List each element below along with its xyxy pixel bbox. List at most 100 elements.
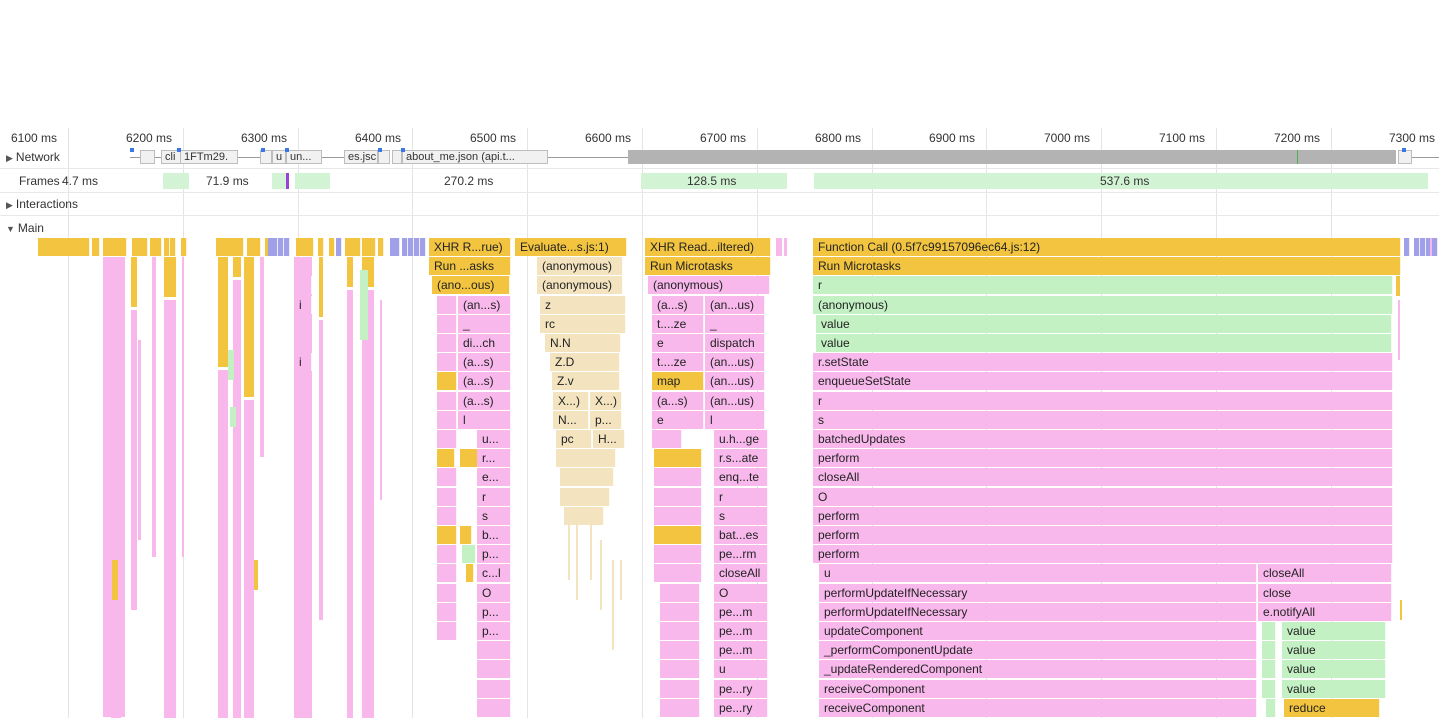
flame-event-stack[interactable] (1430, 238, 1432, 256)
network-request[interactable]: about_me.json (api.t... (402, 150, 548, 164)
flame-event[interactable] (272, 238, 278, 256)
flame-event[interactable] (437, 334, 457, 352)
flame-event[interactable] (336, 238, 342, 256)
flame-event[interactable] (437, 622, 457, 640)
flame-event[interactable] (654, 488, 702, 506)
flame-event[interactable]: pe...m (714, 603, 768, 621)
flame-event[interactable]: value (816, 334, 1392, 352)
flame-event[interactable]: u.h...ge (714, 430, 768, 448)
flame-event[interactable]: dispatch (705, 334, 765, 352)
flame-event[interactable] (247, 238, 261, 256)
flame-event[interactable]: l (705, 411, 765, 429)
flame-event[interactable]: XHR R...rue) (429, 238, 511, 256)
flame-event-stack[interactable] (294, 257, 312, 718)
flame-event-stack[interactable] (776, 238, 782, 256)
flame-event[interactable]: Run Microtasks (645, 257, 771, 275)
flame-event[interactable]: e... (477, 468, 511, 486)
flame-event[interactable]: Z.v (552, 372, 620, 390)
flame-event[interactable]: r (477, 488, 511, 506)
flame-event[interactable]: s (813, 411, 1393, 429)
frame-bar[interactable] (814, 173, 1428, 189)
flame-event[interactable]: O (714, 584, 768, 602)
flame-event[interactable]: (anonymous) (813, 296, 1393, 314)
flame-event[interactable]: (a...s) (652, 296, 704, 314)
flame-event[interactable] (437, 353, 457, 371)
flame-event[interactable] (437, 315, 457, 333)
flame-event-stack[interactable] (244, 400, 254, 718)
flame-event[interactable]: value (816, 315, 1392, 333)
flame-event-stack[interactable] (1398, 300, 1400, 360)
flame-event[interactable]: i (294, 353, 312, 371)
flame-event[interactable] (1262, 641, 1276, 659)
flame-event[interactable] (150, 238, 162, 256)
flame-event-stack[interactable] (233, 257, 241, 277)
flame-event[interactable]: closeAll (714, 564, 768, 582)
flame-event-stack[interactable] (620, 560, 622, 600)
flame-event[interactable] (437, 584, 457, 602)
flame-event-stack[interactable] (138, 340, 141, 540)
flame-event[interactable]: e.notifyAll (1258, 603, 1392, 621)
flame-event[interactable]: z (540, 296, 626, 314)
network-request[interactable]: cli (161, 150, 181, 164)
flame-event[interactable]: (an...us) (705, 372, 765, 390)
flame-event[interactable]: e (652, 411, 704, 429)
flame-event[interactable]: value (1282, 660, 1386, 678)
flame-event[interactable] (460, 449, 478, 467)
flame-event-stack[interactable] (590, 520, 592, 580)
flame-event-stack[interactable] (233, 280, 241, 718)
flame-event[interactable]: perform (813, 545, 1393, 563)
flame-event[interactable] (654, 545, 702, 563)
flame-event[interactable] (329, 238, 335, 256)
flame-event[interactable] (437, 468, 457, 486)
flame-event[interactable] (296, 238, 314, 256)
frame-bar[interactable] (272, 173, 288, 189)
flame-event[interactable]: XHR Read...iltered) (645, 238, 771, 256)
flame-event[interactable] (437, 430, 457, 448)
flame-event[interactable]: value (1282, 641, 1386, 659)
flame-event[interactable]: e (652, 334, 704, 352)
flame-event[interactable]: pe...m (714, 641, 768, 659)
flame-event-stack[interactable] (319, 320, 323, 620)
flame-event[interactable]: u (714, 660, 768, 678)
flame-event[interactable] (477, 660, 511, 678)
flame-event[interactable]: (a...s) (458, 392, 511, 410)
flame-event[interactable] (462, 545, 476, 563)
flame-event[interactable]: bat...es (714, 526, 768, 544)
flame-event[interactable] (660, 603, 700, 621)
flame-event[interactable] (1262, 660, 1276, 678)
flame-event-stack[interactable] (152, 257, 156, 557)
flame-event[interactable]: updateComponent (819, 622, 1257, 640)
flame-event[interactable]: enq...te (714, 468, 768, 486)
flame-event[interactable] (1420, 238, 1426, 256)
flame-event-stack[interactable] (362, 290, 374, 718)
flame-event-stack[interactable] (347, 257, 353, 287)
network-request-pending[interactable] (628, 150, 1396, 164)
flame-event[interactable] (318, 238, 324, 256)
flame-event[interactable]: r (813, 276, 1393, 294)
network-track-toggle[interactable]: ▶ Network (6, 150, 60, 164)
flame-event[interactable]: Z.D (550, 353, 620, 371)
flame-event[interactable] (170, 238, 176, 256)
flame-event[interactable]: (an...us) (705, 353, 765, 371)
flame-event[interactable]: u (819, 564, 1257, 582)
flame-event-stack[interactable] (230, 407, 236, 427)
flame-event[interactable] (477, 680, 511, 698)
flame-event[interactable]: reduce (1284, 699, 1380, 717)
flame-event[interactable] (466, 564, 474, 582)
flame-event-stack[interactable] (254, 560, 258, 590)
flame-event[interactable]: r.s...ate (714, 449, 768, 467)
flame-event[interactable]: (a...s) (652, 392, 704, 410)
network-request[interactable]: u (272, 150, 286, 164)
flame-event[interactable] (1414, 238, 1420, 256)
flame-event[interactable]: N.N (545, 334, 621, 352)
flame-event[interactable]: di...ch (458, 334, 511, 352)
flame-event-stack[interactable] (568, 520, 570, 580)
flame-event[interactable] (181, 238, 187, 256)
flame-event[interactable] (420, 238, 426, 256)
flame-event[interactable] (437, 564, 457, 582)
flame-event[interactable]: r (714, 488, 768, 506)
flame-event[interactable]: (an...us) (705, 392, 765, 410)
flame-event[interactable]: rc (540, 315, 626, 333)
flame-event[interactable]: u... (477, 430, 511, 448)
flame-event[interactable] (294, 276, 312, 294)
